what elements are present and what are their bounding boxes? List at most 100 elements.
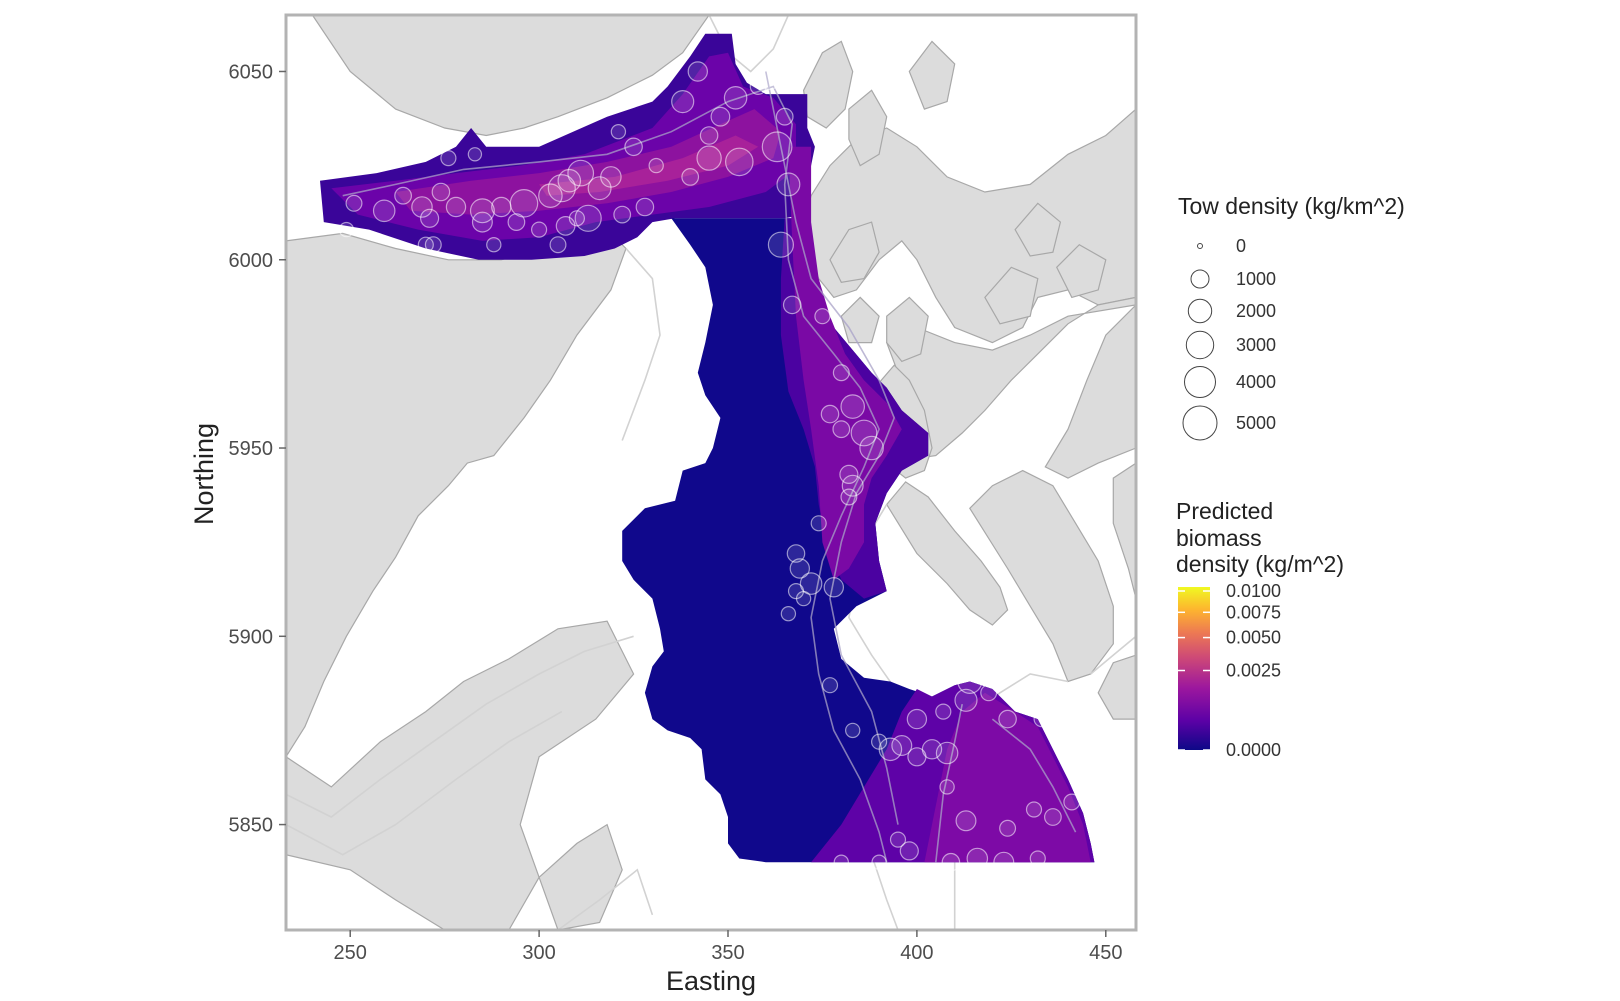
- tow-point: [814, 308, 831, 325]
- tow-point: [878, 737, 903, 762]
- map-panel: [286, 15, 1136, 930]
- land-banks-island: [885, 481, 1009, 626]
- tow-point: [671, 89, 695, 114]
- biomass-legend-title-line-2: biomass: [1176, 525, 1262, 551]
- size-legend-key: [1197, 243, 1203, 249]
- depth-contour: [991, 718, 1077, 833]
- colorbar-label: 0.0025: [1226, 661, 1281, 681]
- tow-point: [845, 722, 861, 739]
- depth-contour: [765, 71, 899, 825]
- tow-point: [411, 196, 433, 218]
- tow-point: [507, 213, 526, 232]
- tow-point: [891, 734, 913, 756]
- tow-point: [440, 150, 457, 167]
- tow-point: [841, 474, 864, 497]
- tow-point: [789, 558, 811, 579]
- coast-contour: [286, 710, 563, 856]
- tow-point: [610, 123, 627, 140]
- tow-point: [799, 572, 823, 595]
- y-tick-label: 5900: [229, 626, 274, 648]
- tow-point: [1063, 793, 1081, 811]
- tow-point: [832, 364, 850, 382]
- tow-point: [795, 590, 812, 607]
- tow-point: [394, 186, 413, 205]
- tow-point: [935, 703, 952, 720]
- tow-point: [486, 236, 502, 253]
- size-legend-label: 3000: [1236, 335, 1276, 355]
- predicted-biomass-raster: [320, 33, 1095, 863]
- tow-point: [431, 182, 451, 202]
- panel-border: [284, 13, 1138, 932]
- tow-point: [567, 159, 595, 187]
- size-legend-key: [1187, 298, 1213, 324]
- tow-point: [538, 183, 563, 208]
- tow-point: [587, 176, 612, 201]
- x-tick-label: 250: [334, 942, 367, 964]
- tow-point: [724, 147, 754, 177]
- tow-point: [372, 199, 396, 223]
- tow-point: [696, 145, 722, 171]
- tow-point: [635, 197, 655, 217]
- land-mainland-southeast: [1044, 304, 1136, 479]
- tow-point: [821, 677, 839, 694]
- biomass-zone-eastern-hot-strip: [788, 146, 902, 580]
- size-legend-label: 1000: [1236, 269, 1276, 289]
- tow-point: [574, 204, 602, 232]
- tow-point: [1043, 808, 1062, 826]
- biomass-legend-title-line-1: Predicted: [1176, 498, 1273, 524]
- tow-density-legend: Tow density (kg/km^2) 0 1000 2000 3000 4000 5…: [1178, 193, 1405, 441]
- tow-point: [840, 394, 865, 419]
- biomass-legend: Predicted biomass density (kg/m^2) 0.010…: [1176, 498, 1344, 760]
- colorbar-label: 0.0050: [1226, 628, 1281, 648]
- tow-point: [840, 488, 858, 506]
- y-tick-label: 6050: [229, 61, 274, 83]
- size-legend-key: [1190, 269, 1210, 289]
- tow-point: [966, 847, 989, 870]
- tow-point: [907, 747, 927, 767]
- land-east-island-2: [1055, 243, 1107, 299]
- x-tick-label: 400: [900, 942, 933, 964]
- tow-point: [889, 831, 907, 848]
- tow-point: [1052, 733, 1069, 750]
- land-mid-islands-1: [829, 221, 880, 283]
- tow-point: [1033, 710, 1050, 728]
- y-axis-title: Northing: [189, 423, 219, 525]
- tow-point: [954, 688, 978, 712]
- land-north-islands-2: [848, 89, 888, 167]
- land-haida-gwaii-south: [286, 620, 635, 930]
- size-legend-key: [1182, 405, 1218, 441]
- tow-point: [820, 404, 840, 424]
- size-legend-label: 2000: [1236, 301, 1276, 321]
- tow-point: [941, 852, 961, 872]
- land-north-prov: [286, 15, 710, 137]
- tow-point: [749, 77, 767, 95]
- tow-point: [491, 196, 512, 218]
- coast-contour: [286, 635, 634, 818]
- depth-contour: [342, 85, 888, 863]
- tow-point: [833, 854, 850, 870]
- biomass-zone-southern-hot: [924, 692, 1091, 863]
- x-axis-title: Easting: [666, 966, 756, 996]
- tow-point: [445, 196, 467, 218]
- x-tick-label: 350: [711, 942, 744, 964]
- tow-point: [782, 295, 802, 315]
- land-southeast-bits: [1097, 654, 1136, 720]
- land-masses: [286, 15, 1136, 930]
- tow-point: [530, 221, 548, 238]
- tow-point: [823, 577, 845, 598]
- tow-point: [780, 606, 797, 622]
- land-haida-gwaii-southtip: [538, 823, 623, 930]
- tow-point: [998, 709, 1017, 729]
- tow-point: [699, 126, 719, 145]
- tow-point: [648, 157, 664, 174]
- tow-point: [980, 684, 998, 702]
- tow-point: [810, 515, 827, 532]
- tow-point: [850, 419, 878, 447]
- tow-point: [723, 86, 748, 110]
- tow-point: [1025, 801, 1043, 818]
- land-mainland-southeast-2: [1112, 462, 1136, 599]
- y-tick-label: 5850: [229, 815, 274, 837]
- tow-point: [624, 137, 643, 157]
- tow-point: [467, 147, 483, 162]
